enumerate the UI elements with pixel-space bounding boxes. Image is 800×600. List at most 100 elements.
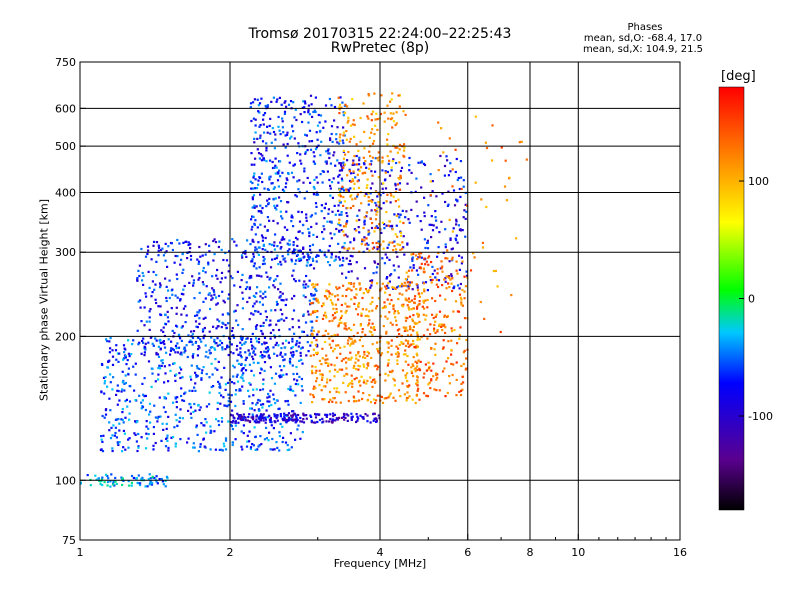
data-point: [353, 135, 356, 138]
data-point: [209, 307, 212, 311]
data-point: [101, 483, 104, 487]
data-point: [426, 241, 429, 245]
data-point: [255, 292, 258, 295]
data-point: [281, 171, 284, 174]
data-point: [342, 142, 345, 145]
data-point: [159, 249, 163, 252]
data-point: [216, 407, 219, 411]
data-point: [417, 256, 420, 259]
data-point: [121, 381, 124, 384]
data-point: [181, 325, 184, 328]
data-point: [197, 260, 201, 263]
data-point: [312, 267, 316, 270]
data-point: [283, 412, 286, 415]
data-point: [290, 214, 293, 217]
data-point: [351, 255, 354, 258]
data-point: [344, 311, 347, 314]
data-point: [293, 418, 296, 421]
data-point: [296, 238, 299, 241]
data-point: [362, 156, 365, 159]
data-point: [107, 477, 110, 480]
data-point: [198, 317, 201, 320]
data-point: [160, 359, 163, 362]
data-point: [330, 253, 333, 256]
data-point: [250, 228, 253, 231]
data-point: [420, 228, 423, 231]
data-point: [314, 309, 317, 313]
data-point: [265, 146, 268, 150]
data-point: [350, 412, 353, 415]
data-point: [338, 221, 341, 224]
data-point: [338, 199, 341, 202]
data-point: [142, 283, 145, 286]
data-point: [180, 258, 183, 261]
data-point: [291, 250, 294, 253]
data-point: [148, 413, 151, 416]
data-point: [351, 98, 354, 101]
data-point: [345, 288, 348, 291]
data-point: [163, 381, 166, 384]
data-point: [249, 102, 253, 105]
data-point: [363, 353, 366, 356]
data-point: [144, 485, 147, 488]
data-point: [308, 264, 311, 267]
data-point: [342, 166, 345, 169]
data-point: [253, 98, 256, 101]
data-point: [367, 291, 370, 294]
data-point: [275, 300, 278, 303]
data-point: [209, 429, 212, 432]
data-point: [302, 313, 305, 316]
data-point: [332, 154, 335, 157]
data-point: [366, 193, 369, 196]
data-point: [182, 399, 186, 402]
data-point: [273, 186, 276, 189]
data-point: [99, 483, 102, 486]
data-point: [191, 354, 194, 358]
data-point: [414, 360, 417, 363]
data-point: [441, 270, 444, 273]
data-point: [294, 236, 298, 239]
data-point: [312, 185, 315, 189]
data-point: [178, 416, 181, 419]
data-point: [491, 124, 494, 127]
data-point: [175, 312, 178, 315]
data-point: [401, 247, 404, 250]
data-point: [268, 176, 271, 179]
data-point: [371, 279, 374, 282]
data-point: [169, 353, 172, 356]
data-point: [383, 262, 386, 265]
data-point: [402, 235, 405, 238]
data-point: [310, 225, 313, 229]
data-point: [383, 397, 386, 400]
data-point: [219, 402, 222, 405]
data-point: [430, 223, 433, 226]
data-point: [409, 266, 412, 269]
data-point: [325, 354, 328, 357]
data-point: [242, 367, 245, 370]
data-point: [248, 363, 251, 366]
data-point: [262, 382, 265, 386]
data-point: [241, 256, 244, 259]
data-point: [416, 331, 419, 334]
data-point: [239, 347, 242, 350]
data-point: [390, 273, 393, 276]
data-point: [168, 364, 171, 367]
data-point: [162, 330, 165, 333]
data-point: [291, 274, 294, 277]
data-point: [217, 423, 221, 427]
data-point: [337, 242, 340, 245]
data-point: [339, 195, 342, 198]
data-point: [241, 385, 244, 388]
data-point: [394, 184, 397, 187]
data-point: [213, 338, 216, 341]
data-point: [465, 338, 468, 342]
data-point: [318, 418, 322, 422]
data-point: [312, 233, 315, 236]
data-point: [384, 372, 387, 375]
data-point: [124, 356, 127, 359]
data-point: [137, 343, 140, 346]
data-point: [263, 262, 266, 265]
data-point: [404, 339, 407, 342]
data-point: [359, 324, 362, 327]
data-point: [363, 147, 366, 150]
